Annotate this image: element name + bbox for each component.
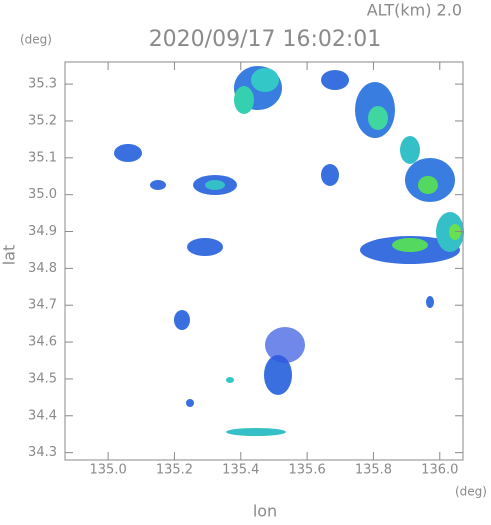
- y-unit: (deg): [20, 33, 52, 47]
- y-tick-label: 35.1: [28, 150, 57, 165]
- y-tick-label: 34.6: [28, 335, 57, 350]
- x-tick-label: 135.0: [90, 463, 127, 478]
- y-tick-label: 35.2: [28, 113, 57, 128]
- y-tick-label: 34.3: [28, 445, 57, 460]
- y-tick-label: 34.9: [28, 224, 57, 239]
- y-tick-label: 34.4: [28, 408, 57, 423]
- x-tick-label: 135.8: [355, 463, 392, 478]
- x-tick-label: 136.0: [421, 463, 458, 478]
- altitude-label: ALT(km) 2.0: [367, 1, 462, 20]
- y-tick-label: 34.5: [28, 371, 57, 386]
- y-tick-label: 35.3: [28, 77, 57, 92]
- plot-frame: [64, 61, 464, 461]
- x-tick-label: 135.2: [156, 463, 193, 478]
- chart-title: 2020/09/17 16:02:01: [149, 27, 382, 52]
- y-tick-label: 34.7: [28, 298, 57, 313]
- x-unit: (deg): [455, 485, 487, 499]
- radar-echoes: [114, 66, 464, 436]
- x-axis-label: lon: [253, 502, 277, 521]
- x-tick-label: 135.6: [289, 463, 326, 478]
- y-tick-label: 35.0: [28, 187, 57, 202]
- x-tick-label: 135.4: [222, 463, 259, 478]
- y-tick-label: 34.8: [28, 261, 57, 276]
- y-axis-label: lat: [0, 245, 19, 266]
